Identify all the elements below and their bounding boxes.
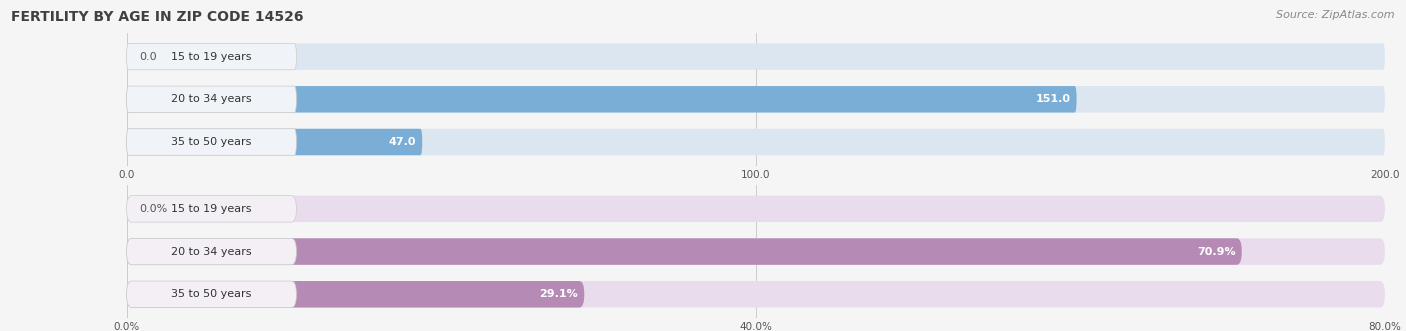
Text: 20 to 34 years: 20 to 34 years: [172, 94, 252, 104]
Text: 47.0: 47.0: [388, 137, 416, 147]
Text: 20 to 34 years: 20 to 34 years: [172, 247, 252, 257]
FancyBboxPatch shape: [127, 43, 297, 70]
FancyBboxPatch shape: [127, 281, 1385, 307]
Text: 0.0: 0.0: [139, 52, 156, 62]
Text: FERTILITY BY AGE IN ZIP CODE 14526: FERTILITY BY AGE IN ZIP CODE 14526: [11, 10, 304, 24]
Text: 35 to 50 years: 35 to 50 years: [172, 289, 252, 299]
Text: Source: ZipAtlas.com: Source: ZipAtlas.com: [1277, 10, 1395, 20]
FancyBboxPatch shape: [127, 281, 585, 307]
FancyBboxPatch shape: [127, 238, 1241, 265]
FancyBboxPatch shape: [127, 86, 297, 113]
FancyBboxPatch shape: [127, 281, 297, 307]
FancyBboxPatch shape: [127, 129, 422, 155]
FancyBboxPatch shape: [127, 86, 1077, 113]
FancyBboxPatch shape: [127, 129, 1385, 155]
Text: 29.1%: 29.1%: [540, 289, 578, 299]
FancyBboxPatch shape: [127, 129, 297, 155]
FancyBboxPatch shape: [127, 238, 297, 265]
Text: 15 to 19 years: 15 to 19 years: [172, 204, 252, 214]
Text: 151.0: 151.0: [1035, 94, 1070, 104]
FancyBboxPatch shape: [127, 196, 297, 222]
FancyBboxPatch shape: [127, 86, 1385, 113]
FancyBboxPatch shape: [127, 238, 1385, 265]
FancyBboxPatch shape: [127, 43, 1385, 70]
Text: 0.0%: 0.0%: [139, 204, 167, 214]
Text: 35 to 50 years: 35 to 50 years: [172, 137, 252, 147]
Text: 15 to 19 years: 15 to 19 years: [172, 52, 252, 62]
FancyBboxPatch shape: [127, 196, 1385, 222]
Text: 70.9%: 70.9%: [1197, 247, 1236, 257]
